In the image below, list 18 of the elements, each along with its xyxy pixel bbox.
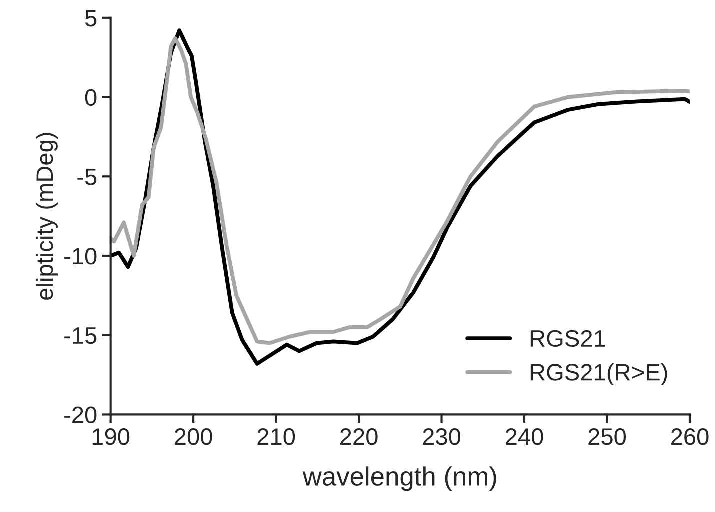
legend-label: RGS21(R>E) (530, 364, 668, 386)
x-axis-title: wavelength (nm) (302, 466, 496, 492)
y-tick-label: -20 (64, 406, 97, 424)
y-axis-title: elipticity (mDeg) (36, 133, 58, 300)
legend-label: RGS21 (530, 330, 606, 348)
x-tick-label: 190 (92, 428, 130, 446)
y-tick-label: -15 (64, 328, 97, 344)
y-tick-label: 5 (85, 10, 97, 27)
x-tick-label: 240 (506, 428, 544, 446)
x-tick-label: 200 (175, 428, 212, 446)
x-tick-label: 230 (423, 428, 461, 446)
x-tick-label: 250 (588, 428, 626, 446)
x-tick-label: 210 (258, 428, 296, 446)
x-tick-label: 220 (340, 428, 378, 446)
y-tick-label: -10 (64, 248, 97, 265)
y-tick-label: 0 (85, 89, 97, 106)
y-tick-label: -5 (78, 168, 97, 186)
x-tick-label: 260 (671, 428, 709, 446)
